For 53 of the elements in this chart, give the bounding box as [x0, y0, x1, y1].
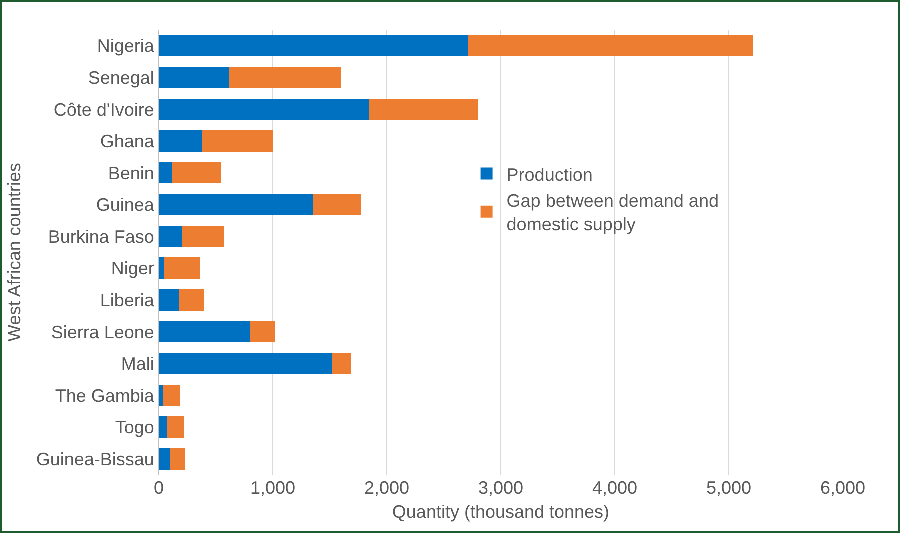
x-tick-label: 3,000	[478, 478, 524, 498]
y-tick-label: Burkina Faso	[48, 226, 154, 247]
y-tick-label: The Gambia	[55, 386, 156, 406]
y-tick-label: Sierra Leone	[51, 322, 154, 342]
bar	[332, 353, 352, 374]
bar	[159, 226, 182, 248]
y-tick-label: Mali	[121, 354, 154, 374]
bar	[230, 67, 342, 88]
bar	[164, 384, 181, 406]
y-tick-label: Niger	[111, 258, 154, 279]
y-tick-label: Côte d'Ivoire	[54, 100, 154, 120]
legend-label: Production	[506, 164, 593, 185]
bar	[182, 226, 224, 248]
x-tick-label: 2,000	[364, 478, 410, 498]
bar	[159, 258, 165, 280]
bar	[159, 384, 164, 406]
y-tick-label: Liberia	[100, 290, 156, 310]
bar	[164, 258, 200, 280]
x-tick-label: 5,000	[706, 478, 752, 498]
x-axis-title: Quantity (thousand tonnes)	[392, 502, 610, 522]
y-tick-label: Guinea-Bissau	[36, 449, 154, 470]
bar	[202, 130, 273, 152]
x-tick-label: 0	[154, 478, 164, 498]
bar	[166, 416, 184, 438]
bar	[159, 416, 167, 438]
y-tick-label: Benin	[108, 163, 154, 184]
bar	[170, 448, 186, 470]
y-tick-label: Senegal	[88, 68, 154, 88]
bar	[159, 194, 313, 216]
x-tick-label: 4,000	[592, 478, 638, 498]
bar	[159, 162, 173, 184]
bar	[159, 448, 170, 470]
legend-label: Gap between demand and domestic supply	[506, 191, 719, 235]
y-axis-title: West African countries	[4, 163, 25, 342]
bar	[172, 162, 222, 184]
y-tick-label: Togo	[115, 418, 154, 438]
bar	[159, 321, 250, 343]
bar	[159, 35, 468, 57]
bar	[250, 321, 276, 343]
x-tick-label: 6,000	[820, 478, 866, 498]
bar	[368, 98, 478, 120]
x-tick-label: 1,000	[250, 478, 296, 498]
bar	[159, 67, 230, 88]
bar	[159, 98, 369, 120]
bar	[159, 290, 180, 311]
bar	[468, 35, 753, 57]
bar	[180, 290, 205, 311]
y-tick-label: Guinea	[96, 195, 156, 216]
bar	[312, 194, 361, 216]
bar	[159, 353, 332, 374]
y-tick-label: Nigeria	[97, 36, 156, 56]
y-tick-label: Ghana	[100, 132, 156, 152]
bar	[159, 130, 202, 152]
